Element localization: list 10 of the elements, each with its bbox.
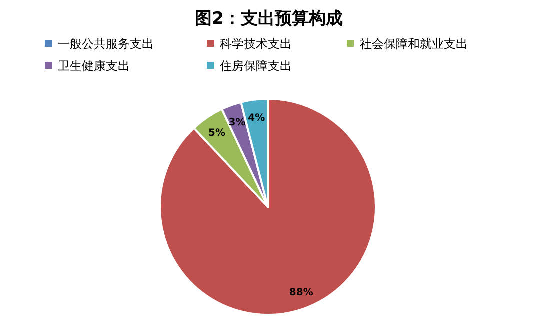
pie-slice — [159, 98, 377, 316]
chart-title: 图2：支出预算构成 — [195, 9, 343, 29]
data-label: 4% — [248, 112, 266, 124]
legend-label: 社会保障和就业支出 — [360, 37, 468, 51]
legend-label: 一般公共服务支出 — [58, 37, 154, 51]
legend-label: 科学技术支出 — [220, 37, 292, 51]
data-label: 5% — [208, 128, 226, 139]
data-label: 88% — [289, 287, 314, 298]
legend-label: 住房保障支出 — [219, 59, 292, 73]
legend-label: 卫生健康支出 — [58, 59, 130, 73]
